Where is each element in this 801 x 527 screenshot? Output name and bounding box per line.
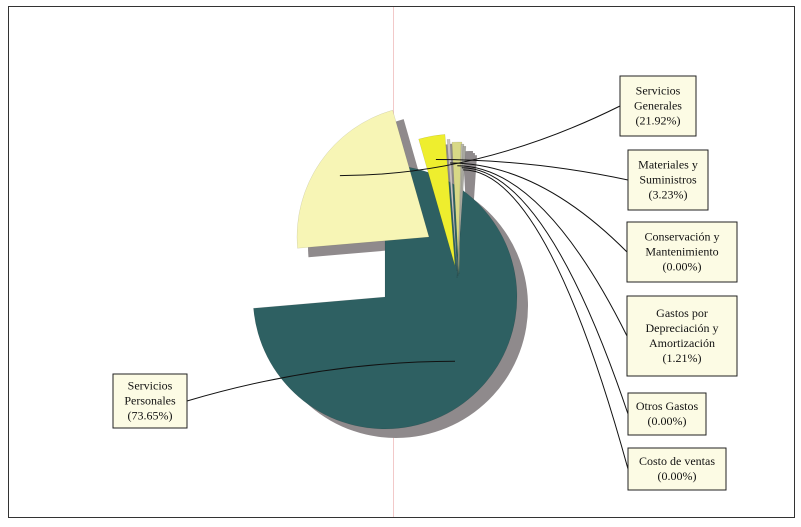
label-costo-de-ventas: Costo de ventas(0.00%): [627, 447, 727, 491]
leader-line-servicios-generales: [339, 105, 621, 177]
slice-materiales-y-suministros: [418, 134, 456, 267]
label-box-gastos-por-depreciacion-y-amortizacion: [626, 295, 738, 377]
label-text-gastos-por-depreciacion-y-amortizacion-1: Gastos por: [656, 306, 708, 320]
label-otros-gastos: Otros Gastos(0.00%): [627, 392, 707, 436]
leader-line-costo-de-ventas: [463, 169, 629, 470]
label-box-otros-gastos: [627, 392, 707, 436]
label-text-costo-de-ventas-2: (0.00%): [658, 469, 697, 483]
leader-line-servicios-personales: [186, 360, 456, 402]
label-text-servicios-generales-2: Generales: [634, 99, 682, 113]
label-text-otros-gastos-1: Otros Gastos: [636, 399, 699, 413]
label-text-otros-gastos-2: (0.00%): [648, 414, 687, 428]
label-box-conservacion-y-mantenimiento: [626, 221, 738, 283]
pie-slices: [253, 109, 518, 430]
label-text-gastos-por-depreciacion-y-amortizacion-2: Depreciación y: [646, 321, 719, 335]
leader-line-conservacion-y-mantenimiento: [449, 162, 628, 253]
label-text-servicios-generales-1: Servicios: [636, 84, 681, 98]
slice-labels: ServiciosPersonales(73.65%)ServiciosGene…: [112, 75, 738, 491]
slice-costo-de-ventas: [456, 145, 467, 279]
label-box-servicios-personales: [112, 373, 188, 429]
label-box-materiales-y-suministros: [627, 149, 709, 211]
label-text-costo-de-ventas-1: Costo de ventas: [639, 454, 715, 468]
label-text-materiales-y-suministros-1: Materiales y: [638, 158, 698, 172]
label-text-conservacion-y-mantenimiento-3: (0.00%): [663, 260, 702, 274]
leader-line-gastos-por-depreciacion-y-amortizacion: [457, 165, 628, 337]
slice-conservacion-y-mantenimiento: [446, 138, 458, 272]
slice-servicios-generales: [296, 109, 430, 249]
label-box-servicios-generales: [619, 75, 697, 137]
label-box-costo-de-ventas: [627, 447, 727, 491]
label-text-gastos-por-depreciacion-y-amortizacion-4: (1.21%): [663, 351, 702, 365]
leader-lines: [186, 105, 629, 470]
leader-line-materiales-y-suministros: [435, 159, 629, 181]
label-text-servicios-personales-2: Personales: [124, 394, 176, 408]
label-text-conservacion-y-mantenimiento-2: Mantenimiento: [645, 245, 718, 259]
label-text-gastos-por-depreciacion-y-amortizacion-3: Amortización: [649, 336, 715, 350]
label-text-materiales-y-suministros-2: Suministros: [639, 173, 697, 187]
label-text-materiales-y-suministros-3: (3.23%): [649, 188, 688, 202]
leader-line-otros-gastos: [461, 167, 629, 415]
label-text-conservacion-y-mantenimiento-1: Conservación y: [645, 230, 720, 244]
label-text-servicios-personales-1: Servicios: [128, 379, 173, 393]
label-text-servicios-generales-3: (21.92%): [636, 114, 681, 128]
label-text-servicios-personales-3: (73.65%): [128, 409, 173, 423]
